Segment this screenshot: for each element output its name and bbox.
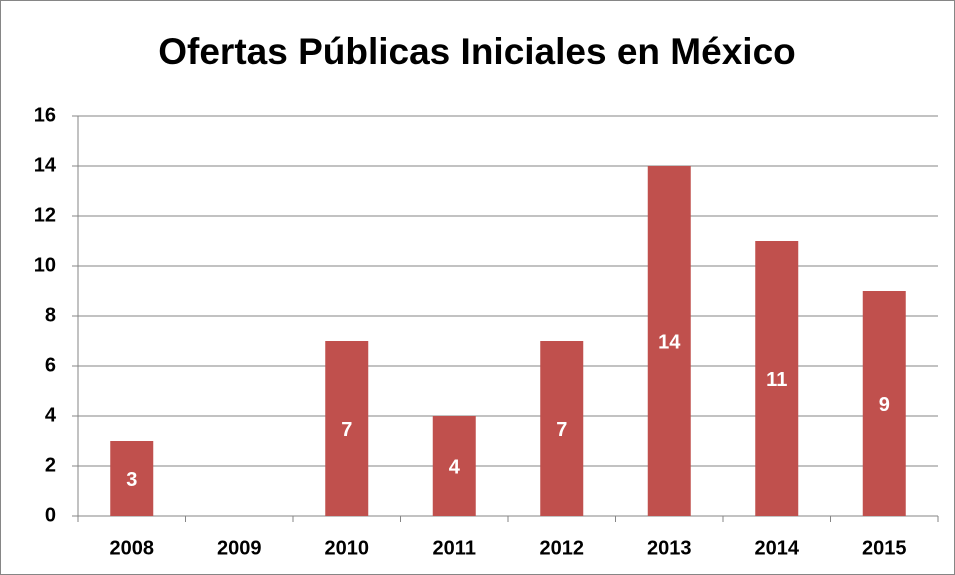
bar	[540, 341, 584, 516]
y-tick-label: 2	[45, 454, 56, 476]
x-tick-label: 2012	[540, 537, 585, 559]
data-label: 11	[766, 369, 787, 391]
bar	[432, 416, 476, 516]
data-label: 4	[449, 456, 461, 478]
y-tick-label: 12	[34, 204, 56, 226]
y-tick-label: 0	[45, 504, 56, 526]
chart-title: Ofertas Públicas Iniciales en México	[158, 31, 796, 72]
x-tick-label: 2014	[755, 537, 800, 559]
bar	[647, 166, 691, 516]
data-label: 7	[556, 419, 567, 441]
y-tick-label: 10	[34, 254, 56, 276]
data-label: 14	[658, 331, 681, 353]
data-label: 9	[879, 394, 890, 416]
y-tick-label: 8	[45, 304, 56, 326]
bar	[755, 241, 799, 516]
y-tick-label: 6	[45, 354, 56, 376]
y-tick-label: 14	[34, 154, 57, 176]
bar	[862, 291, 906, 516]
bar	[325, 341, 369, 516]
y-tick-label: 4	[45, 404, 57, 426]
bar	[110, 441, 154, 516]
x-tick-label: 2009	[217, 537, 262, 559]
y-tick-label: 16	[34, 104, 56, 126]
x-tick-label: 2015	[862, 537, 907, 559]
x-tick-label: 2011	[433, 537, 476, 559]
x-tick-label: 2013	[647, 537, 692, 559]
x-tick-label: 2008	[110, 537, 155, 559]
data-label: 3	[126, 469, 137, 491]
data-label: 7	[341, 419, 352, 441]
x-tick-label: 2010	[325, 537, 370, 559]
